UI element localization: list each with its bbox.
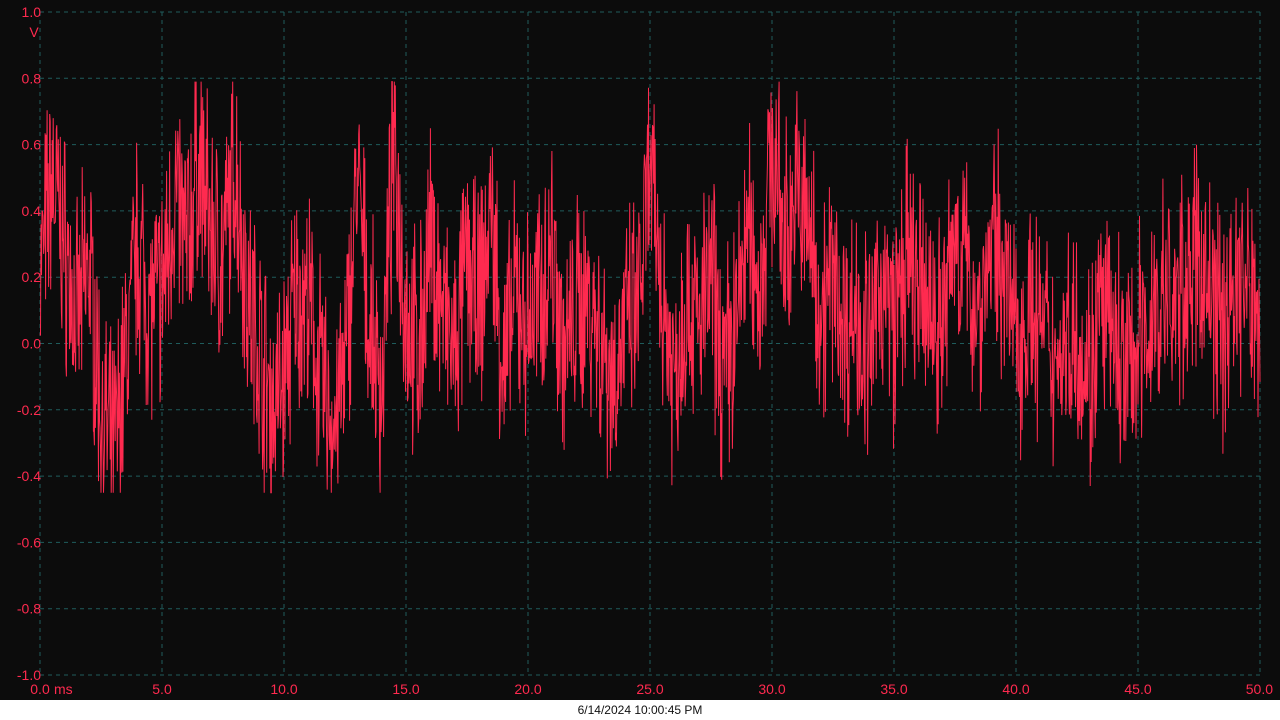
y-tick-label: 0.6	[22, 137, 42, 153]
y-tick-label: -0.6	[17, 534, 41, 550]
waveform-line	[39, 81, 1261, 494]
x-tick-label: 50.0	[1246, 681, 1273, 697]
x-axis-ticks: 0.0 5.0 10.0 15.0 20.0 25.0 30.0 35.0 40.0 45.0 50…	[30, 681, 1273, 697]
y-tick-label: 0.4	[22, 203, 42, 219]
y-tick-label: -1.0	[17, 667, 41, 683]
x-tick-label: 10.0	[270, 681, 297, 697]
y-tick-label: 1.0	[22, 4, 42, 20]
y-axis-unit-label: V	[29, 24, 39, 40]
x-axis-unit-label: ms	[54, 681, 73, 697]
x-tick-label: 15.0	[392, 681, 419, 697]
y-tick-label: 0.8	[22, 70, 42, 86]
x-tick-label: 30.0	[758, 681, 785, 697]
oscilloscope-display: 1.0 0.8 0.6 0.4 0.2 0.0 -0.2 -0.4 -0.6 -0.8 -1.0 0…	[16, 4, 1274, 697]
x-tick-label: 5.0	[152, 681, 172, 697]
y-tick-label: -0.4	[17, 468, 41, 484]
y-tick-label: 0.0	[22, 336, 42, 352]
voltage-plot: 1.0 0.8 0.6 0.4 0.2 0.0 -0.2 -0.4 -0.6 -0.8 -1.0 0…	[17, 4, 1273, 697]
y-axis-ticks: 1.0 0.8 0.6 0.4 0.2 0.0 -0.2 -0.4 -0.6 -0.8 -1.0	[17, 4, 41, 683]
capture-timestamp: 6/14/2024 10:00:45 PM	[577, 703, 703, 717]
x-tick-label: 25.0	[636, 681, 663, 697]
x-tick-label: 0.0	[30, 681, 50, 697]
x-tick-label: 45.0	[1124, 681, 1151, 697]
y-tick-label: -0.2	[17, 402, 41, 418]
x-tick-label: 20.0	[514, 681, 541, 697]
x-tick-label: 40.0	[1002, 681, 1029, 697]
y-tick-label: 0.2	[22, 269, 42, 285]
signal-trace	[39, 81, 1261, 494]
y-tick-label: -0.8	[17, 601, 41, 617]
x-tick-label: 35.0	[880, 681, 907, 697]
status-bar: 6/14/2024 10:00:45 PM	[0, 700, 1280, 720]
